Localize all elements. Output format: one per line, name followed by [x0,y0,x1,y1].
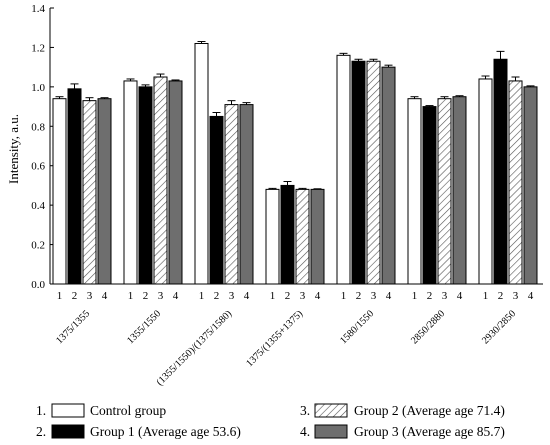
legend-label: Group 1 (Average age 53.6) [90,424,241,439]
legend-label: Control group [90,403,166,418]
legend-key: 1. [36,403,46,418]
bar [224,104,239,285]
bar-number: 3 [371,290,377,302]
bar-number: 3 [300,290,306,302]
bar [493,58,508,285]
bar [407,98,422,285]
category-label: 1580/1550 [338,308,376,346]
legend-swatch [314,403,348,418]
legend-swatch [51,403,85,418]
bar-number: 1 [270,290,276,302]
bar [153,76,168,285]
bar [280,184,295,285]
y-tick-label: 0.8 [31,121,45,133]
bar-number: 1 [412,290,418,302]
category-label: 1375/1355 [54,308,92,346]
bar-number: 2 [427,290,433,302]
bar-number: 4 [528,290,534,302]
y-tick-label: 1.2 [31,42,45,54]
bar-number: 2 [143,290,149,302]
category-label: 2930/2850 [480,308,518,346]
bar-number: 4 [386,290,392,302]
y-tick-label: 0.4 [31,200,45,212]
bar [478,78,493,285]
bar-number: 2 [356,290,362,302]
bars-layer [52,41,538,285]
category-label: 1355/1550 [125,308,163,346]
legend-label: Group 2 (Average age 71.4) [354,403,505,418]
bar-number: 4 [173,290,179,302]
bar [295,188,310,285]
bar [52,98,67,285]
y-axis-label: Intensity, a.u. [6,114,21,184]
bar-number: 2 [72,290,78,302]
bar [336,54,351,285]
legend-key: 4. [300,424,310,439]
category-label: 1375/(1355+1375) [244,308,305,369]
bar-number: 4 [102,290,108,302]
bar-number: 3 [513,290,519,302]
bar [97,98,112,285]
bar-number: 1 [341,290,347,302]
bar-number: 2 [498,290,504,302]
category-label: 2850/2880 [409,308,447,346]
bar [523,86,538,285]
bar [381,66,396,285]
bar-number: 4 [457,290,463,302]
y-tick-label: 1.4 [31,3,45,15]
bar [82,100,97,285]
category-labels: 1375/1355 1355/1550(1355/1550)/(1375/1580… [54,308,518,388]
bar-number: 3 [87,290,93,302]
bar-number: 4 [244,290,250,302]
bar [209,115,224,285]
y-tick-label: 1.0 [31,82,45,94]
bar-number: 2 [285,290,291,302]
bar-number: 1 [128,290,134,302]
legend-key: 3. [300,403,310,418]
bar-number: 2 [214,290,220,302]
bar [168,80,183,285]
bar [351,60,366,285]
bar [239,104,254,285]
bar [265,188,280,285]
bar [138,86,153,285]
bar [437,98,452,285]
bar-number: 1 [57,290,63,302]
bar [422,106,437,285]
bar [366,60,381,285]
bar [310,188,325,285]
bar-number: 3 [158,290,164,302]
legend: 1. Control group 2. Group 1 (Average age 53… [36,403,505,439]
bar-number: 3 [442,290,448,302]
category-label: (1355/1550)/(1375/1580) [154,308,234,388]
bar-number: 3 [229,290,235,302]
y-tick-label: 0.2 [31,240,45,252]
plot-area: Intensity, a.u. 0.0 0.2 0.4 0.6 0.8 1.0 1.2 1.4… [6,3,543,388]
bar [67,88,82,285]
legend-key: 2. [36,424,46,439]
legend-swatch [314,424,348,439]
bar [508,80,523,285]
y-tick-label: 0.0 [31,279,45,291]
bar-number: 1 [199,290,205,302]
bar [452,96,467,285]
y-axis: 0.0 0.2 0.4 0.6 0.8 1.0 1.2 1.4 [31,3,54,291]
y-tick-label: 0.6 [31,161,45,173]
bar-number: 1 [483,290,489,302]
bar-number: 4 [315,290,321,302]
bar [123,80,138,285]
bar [194,42,209,285]
legend-swatch [51,424,85,439]
legend-label: Group 3 (Average age 85.7) [354,424,505,439]
